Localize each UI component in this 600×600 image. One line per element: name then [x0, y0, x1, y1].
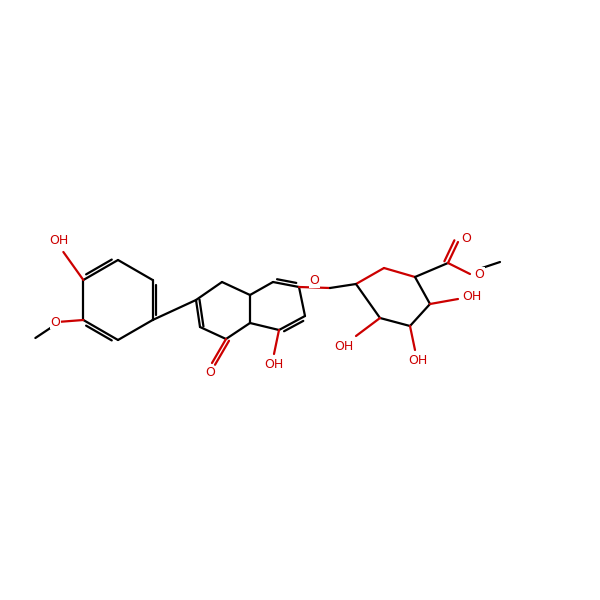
Text: OH: OH	[409, 355, 428, 367]
Text: OH: OH	[463, 290, 482, 304]
Text: OH: OH	[334, 340, 353, 352]
Text: O: O	[205, 367, 215, 379]
Text: O: O	[461, 232, 471, 245]
Text: O: O	[310, 274, 319, 287]
Text: OH: OH	[265, 358, 284, 371]
Text: OH: OH	[50, 235, 69, 247]
Text: O: O	[474, 268, 484, 280]
Text: O: O	[50, 316, 60, 329]
